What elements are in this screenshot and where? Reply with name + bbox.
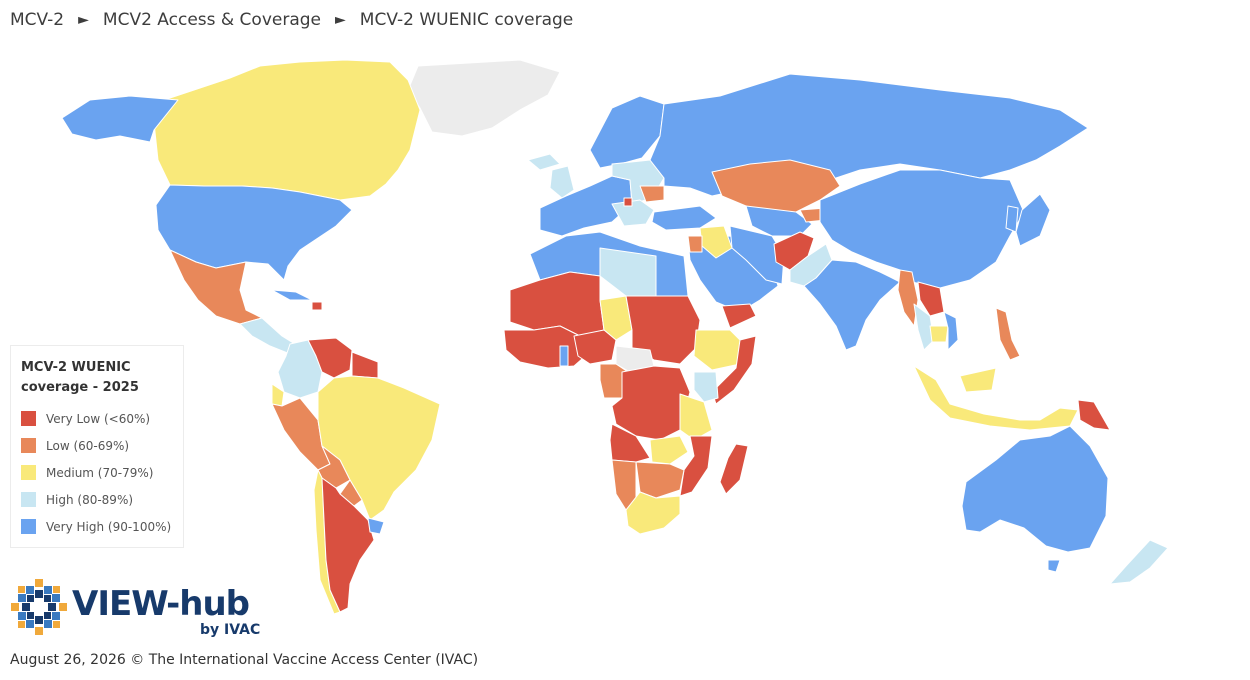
logo-byline: by IVAC	[200, 622, 261, 638]
footer-copyright: August 26, 2026 © The International Vacc…	[10, 652, 479, 668]
country-tasmania[interactable]	[1047, 559, 1061, 573]
legend-title: MCV-2 WUENIC coverage - 2025	[21, 358, 173, 398]
country-yemen[interactable]	[721, 303, 757, 329]
breadcrumb-item-wuenic-coverage: MCV-2 WUENIC coverage	[359, 10, 574, 30]
legend-item-very-low[interactable]: Very Low (<60%)	[21, 405, 173, 432]
world-map	[0, 40, 1250, 630]
country-greenland[interactable]	[407, 59, 561, 137]
country-canada[interactable]	[151, 59, 421, 201]
legend-label: High (80-89%)	[46, 492, 134, 507]
country-madagascar[interactable]	[719, 443, 749, 495]
breadcrumb: MCV-2 ► MCV2 Access & Coverage ► MCV-2 W…	[10, 8, 573, 32]
legend-swatch	[21, 519, 36, 534]
country-guianas[interactable]	[351, 351, 379, 379]
country-turkey[interactable]	[651, 205, 717, 231]
country-myanmar[interactable]	[897, 269, 919, 327]
country-argentina[interactable]	[321, 477, 375, 613]
view-hub-logo: VIEW-hub by IVAC	[10, 576, 270, 640]
country-botswana-zimbabwe[interactable]	[635, 461, 685, 499]
country-bosnia[interactable]	[623, 197, 633, 207]
legend-label: Very Low (<60%)	[46, 411, 151, 426]
country-zambia[interactable]	[649, 435, 689, 465]
country-india[interactable]	[803, 259, 901, 351]
legend-items: Very Low (<60%) Low (60-69%) Medium (70-…	[21, 405, 173, 540]
country-tanzania[interactable]	[679, 393, 713, 441]
country-thailand[interactable]	[913, 303, 935, 351]
country-cuba[interactable]	[271, 289, 313, 301]
map-legend: MCV-2 WUENIC coverage - 2025 Very Low (<…	[10, 345, 184, 548]
country-vietnam[interactable]	[943, 311, 959, 351]
legend-title-line2: coverage - 2025	[21, 380, 139, 395]
country-uk-ireland[interactable]	[549, 165, 575, 199]
breadcrumb-separator-icon: ►	[78, 12, 89, 28]
legend-item-high[interactable]: High (80-89%)	[21, 486, 173, 513]
country-alaska-usa[interactable]	[61, 95, 179, 143]
breadcrumb-item-access-coverage[interactable]: MCV2 Access & Coverage	[102, 10, 322, 30]
country-sudan[interactable]	[625, 295, 701, 365]
legend-label: Medium (70-79%)	[46, 465, 154, 480]
country-nigeria[interactable]	[573, 329, 617, 365]
country-venezuela[interactable]	[307, 337, 353, 379]
country-china[interactable]	[819, 169, 1025, 289]
country-mozambique[interactable]	[679, 435, 713, 497]
country-iran[interactable]	[729, 225, 785, 285]
country-new-zealand[interactable]	[1109, 539, 1169, 585]
legend-title-line1: MCV-2 WUENIC	[21, 360, 131, 375]
country-jordan-israel[interactable]	[687, 235, 703, 253]
country-chad[interactable]	[599, 295, 633, 341]
country-laos[interactable]	[917, 281, 945, 317]
world-map-svg	[61, 59, 1169, 615]
country-south-africa[interactable]	[625, 491, 681, 535]
view-hub-mosaic-logo-icon	[11, 579, 67, 635]
country-indonesia[interactable]	[913, 365, 1079, 431]
country-drc[interactable]	[611, 365, 691, 441]
country-ghana[interactable]	[559, 345, 569, 367]
breadcrumb-separator-icon: ►	[335, 12, 346, 28]
country-malaysia[interactable]	[959, 367, 997, 393]
legend-label: Low (60-69%)	[46, 438, 130, 453]
country-iceland[interactable]	[527, 153, 561, 171]
country-libya[interactable]	[599, 247, 657, 297]
country-philippines[interactable]	[995, 307, 1021, 361]
country-balkans[interactable]	[611, 199, 655, 227]
legend-item-very-high[interactable]: Very High (90-100%)	[21, 513, 173, 540]
country-haiti[interactable]	[311, 301, 323, 311]
country-uruguay[interactable]	[367, 517, 385, 535]
country-korea[interactable]	[1005, 205, 1019, 233]
legend-swatch	[21, 465, 36, 480]
country-somalia[interactable]	[711, 335, 757, 405]
legend-label: Very High (90-100%)	[46, 519, 172, 534]
logo-wordmark: VIEW-hub	[72, 584, 250, 624]
country-japan[interactable]	[1015, 193, 1051, 247]
legend-swatch	[21, 438, 36, 453]
legend-swatch	[21, 411, 36, 426]
legend-swatch	[21, 492, 36, 507]
country-mexico[interactable]	[169, 249, 263, 325]
legend-item-medium[interactable]: Medium (70-79%)	[21, 459, 173, 486]
country-kenya[interactable]	[693, 371, 719, 403]
breadcrumb-item-mcv2[interactable]: MCV-2	[10, 10, 65, 30]
country-australia[interactable]	[961, 425, 1109, 553]
country-romania[interactable]	[639, 185, 665, 203]
country-cambodia[interactable]	[929, 325, 949, 343]
legend-item-low[interactable]: Low (60-69%)	[21, 432, 173, 459]
country-papua-new-guinea[interactable]	[1077, 399, 1111, 431]
